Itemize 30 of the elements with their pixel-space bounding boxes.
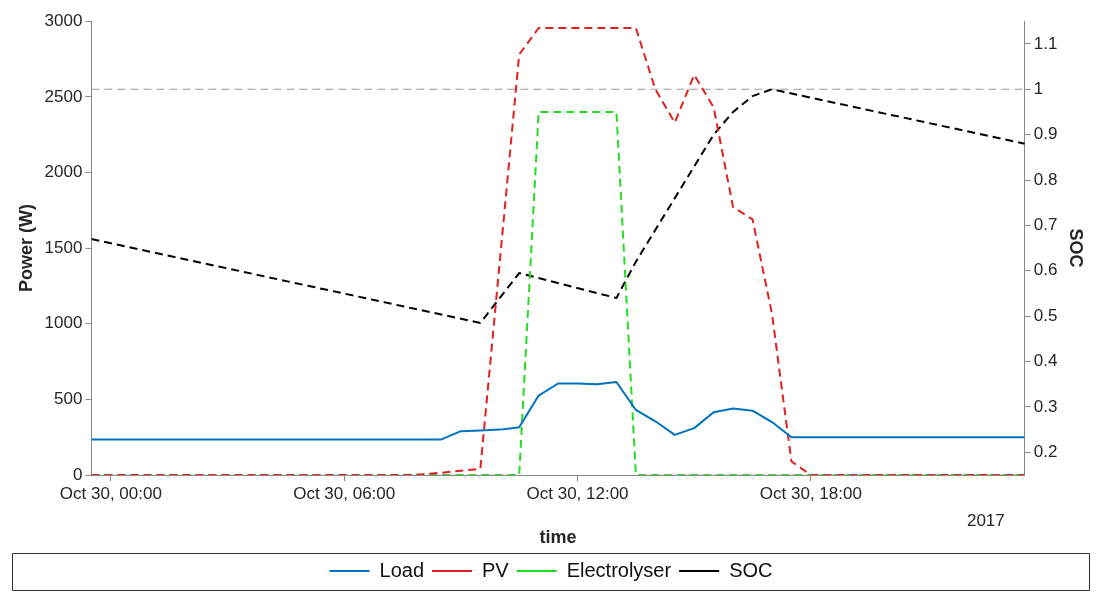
x-tick-label: Oct 30, 06:00 [293,483,396,503]
y-tick-label: 1000 [44,313,83,333]
y2-tick-label: 0.8 [1033,169,1058,189]
y2-tick-label: 0.3 [1033,396,1058,416]
y2-tick-label: 0.4 [1033,351,1058,371]
x-tick-label: Oct 30, 12:00 [526,483,629,503]
y-tick-label: 2500 [44,86,83,106]
x-tick-label: Oct 30, 18:00 [759,483,862,503]
y-tick-label: 2000 [44,162,83,182]
y2-tick-label: 0.5 [1033,305,1058,325]
legend-label: PV [482,558,510,581]
line-series [91,88,1025,324]
y2-tick-label: 0.9 [1033,124,1058,144]
legend-label: SOC [729,558,773,581]
x-axis-title: time [539,527,577,548]
y-axis-title: Power (W) [15,204,36,293]
y-tick-label: 0 [72,464,83,484]
legend-label: Load [379,558,425,581]
y2-tick-label: 1.1 [1033,33,1058,53]
y2-tick-label: 0.6 [1033,260,1058,280]
y2-tick-label: 0.2 [1033,442,1058,461]
legend-label: Electrolyser [566,558,672,581]
text: 2017 [966,511,1005,531]
y2-axis-title: SOC [1066,228,1087,268]
x-tick-label: Oct 30, 00:00 [59,483,162,503]
y2-tick-label: 1 [1033,78,1044,98]
y-tick-label: 500 [54,389,83,409]
y2-tick-label: 0.7 [1033,215,1058,235]
y-tick-label: 3000 [44,10,83,30]
y-tick-label: 1500 [44,237,83,257]
